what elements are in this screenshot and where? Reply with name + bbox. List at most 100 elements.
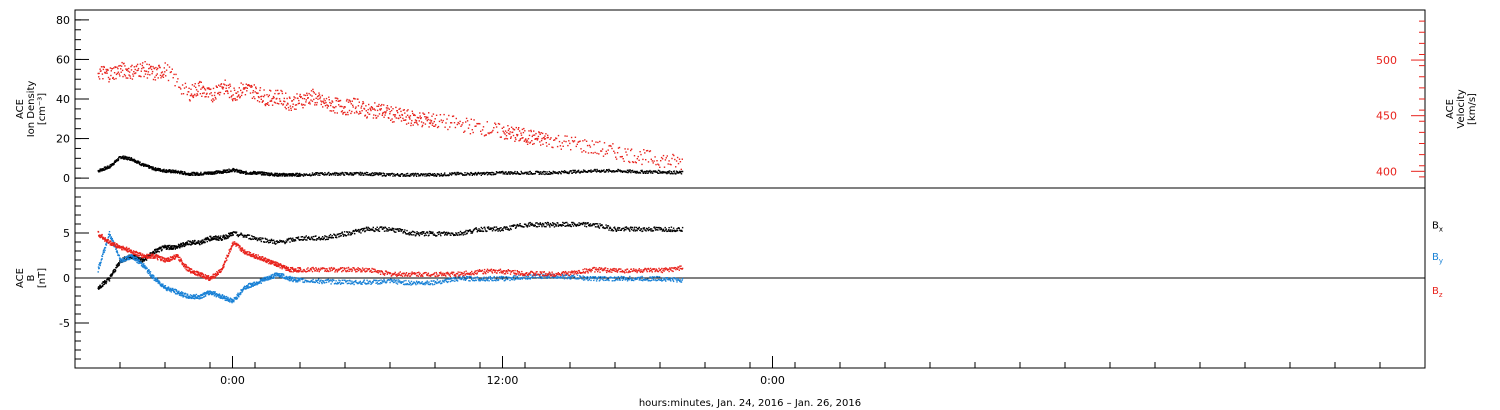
- velocity-series-point: [514, 140, 516, 142]
- bx-series-point: [458, 232, 460, 234]
- bx-series-point: [101, 285, 103, 288]
- by-series-point: [108, 231, 111, 233]
- bx-series-point: [179, 246, 182, 248]
- bx-series-point: [132, 255, 135, 257]
- density-series-point: [460, 172, 462, 174]
- bx-series-point: [470, 232, 472, 234]
- velocity-series-point: [211, 101, 214, 103]
- by-series-point: [414, 282, 417, 285]
- velocity-series-point: [128, 71, 131, 73]
- velocity-series-point: [601, 148, 604, 150]
- bx-series-point: [459, 233, 461, 236]
- density-series-point: [391, 172, 394, 175]
- bx-series-point: [463, 231, 466, 233]
- by-series-point: [424, 281, 427, 284]
- density-series-point: [557, 173, 559, 175]
- by-series-point: [438, 281, 441, 283]
- velocity-series-point: [141, 64, 143, 67]
- bx-series-point: [181, 246, 183, 248]
- velocity-series-point: [281, 90, 283, 93]
- bx-series-point: [170, 247, 172, 249]
- velocity-series-point: [239, 96, 241, 98]
- bx-series-point: [399, 230, 401, 232]
- bx-series-point: [105, 282, 107, 285]
- velocity-series-point: [324, 100, 326, 102]
- velocity-series-point: [351, 100, 353, 102]
- velocity-series-point: [170, 71, 172, 73]
- density-series-point: [199, 173, 202, 175]
- velocity-series-point: [518, 140, 520, 142]
- velocity-series-point: [125, 77, 127, 79]
- velocity-series-point: [490, 132, 492, 134]
- density-series-point: [510, 172, 512, 175]
- bx-series-point: [116, 266, 118, 268]
- bx-series-point: [609, 226, 611, 228]
- by-series-point: [486, 278, 488, 281]
- by-series-point: [433, 280, 435, 282]
- bx-series-point: [178, 244, 180, 246]
- velocity-series-point: [491, 131, 493, 133]
- by-series-point: [152, 276, 155, 279]
- by-series-point: [281, 273, 283, 275]
- velocity-series-point: [668, 160, 670, 162]
- by-series-point: [119, 258, 121, 260]
- by-series-point: [521, 277, 523, 279]
- top-left-tick-label: 20: [56, 133, 70, 146]
- bx-series-point: [321, 236, 324, 238]
- bx-series-point: [341, 231, 343, 233]
- velocity-series-point: [284, 100, 286, 103]
- density-series-point: [263, 173, 265, 175]
- bx-series-point: [334, 234, 336, 236]
- density-series-point: [621, 171, 624, 173]
- velocity-series-point: [376, 109, 379, 112]
- bx-series-point: [501, 228, 504, 230]
- bx-series-point: [137, 256, 139, 259]
- density-series-point: [253, 170, 255, 173]
- bx-series-point: [657, 229, 659, 231]
- velocity-series-point: [376, 105, 378, 107]
- bx-series-point: [583, 223, 585, 225]
- density-series-point: [539, 171, 541, 173]
- bx-series-point: [161, 248, 163, 251]
- by-series-point: [155, 280, 157, 283]
- bx-series-point: [324, 239, 327, 241]
- density-series-point: [426, 174, 428, 176]
- velocity-series-point: [297, 102, 300, 105]
- by-series-point: [403, 280, 405, 282]
- density-series-point: [575, 172, 577, 174]
- bx-series-point: [627, 227, 629, 229]
- velocity-series-point: [535, 132, 537, 135]
- bx-series-point: [671, 229, 673, 231]
- bx-series-point: [614, 227, 616, 230]
- velocity-series-point: [481, 129, 484, 131]
- velocity-series-point: [539, 141, 541, 143]
- bx-series-point: [527, 223, 530, 225]
- velocity-series-point: [319, 97, 321, 100]
- by-series-point: [539, 273, 541, 276]
- velocity-series-point: [538, 131, 540, 134]
- by-series-point: [455, 278, 457, 280]
- by-series-point: [378, 283, 380, 285]
- density-series-point: [429, 173, 432, 175]
- bx-series-point: [418, 233, 420, 236]
- bx-series-point: [159, 246, 161, 249]
- velocity-series-point: [144, 61, 146, 63]
- by-series-point: [390, 278, 392, 280]
- density-series-point: [111, 164, 113, 166]
- velocity-series-point: [424, 123, 427, 125]
- bx-series-point: [170, 246, 173, 248]
- bx-series-point: [486, 226, 489, 229]
- velocity-series-point: [214, 91, 216, 94]
- bx-series-point: [291, 240, 293, 242]
- bottom-left-tick-label: 5: [63, 227, 70, 240]
- density-series-point: [544, 173, 546, 176]
- by-series-point: [528, 273, 531, 276]
- bx-series-point: [390, 228, 392, 230]
- density-series-point: [161, 170, 163, 172]
- density-series-point: [213, 173, 216, 175]
- by-series-point: [226, 299, 229, 301]
- velocity-series-point: [205, 93, 208, 95]
- bx-series-point: [204, 241, 206, 244]
- by-series-point: [186, 293, 189, 296]
- bx-series-point: [589, 225, 591, 227]
